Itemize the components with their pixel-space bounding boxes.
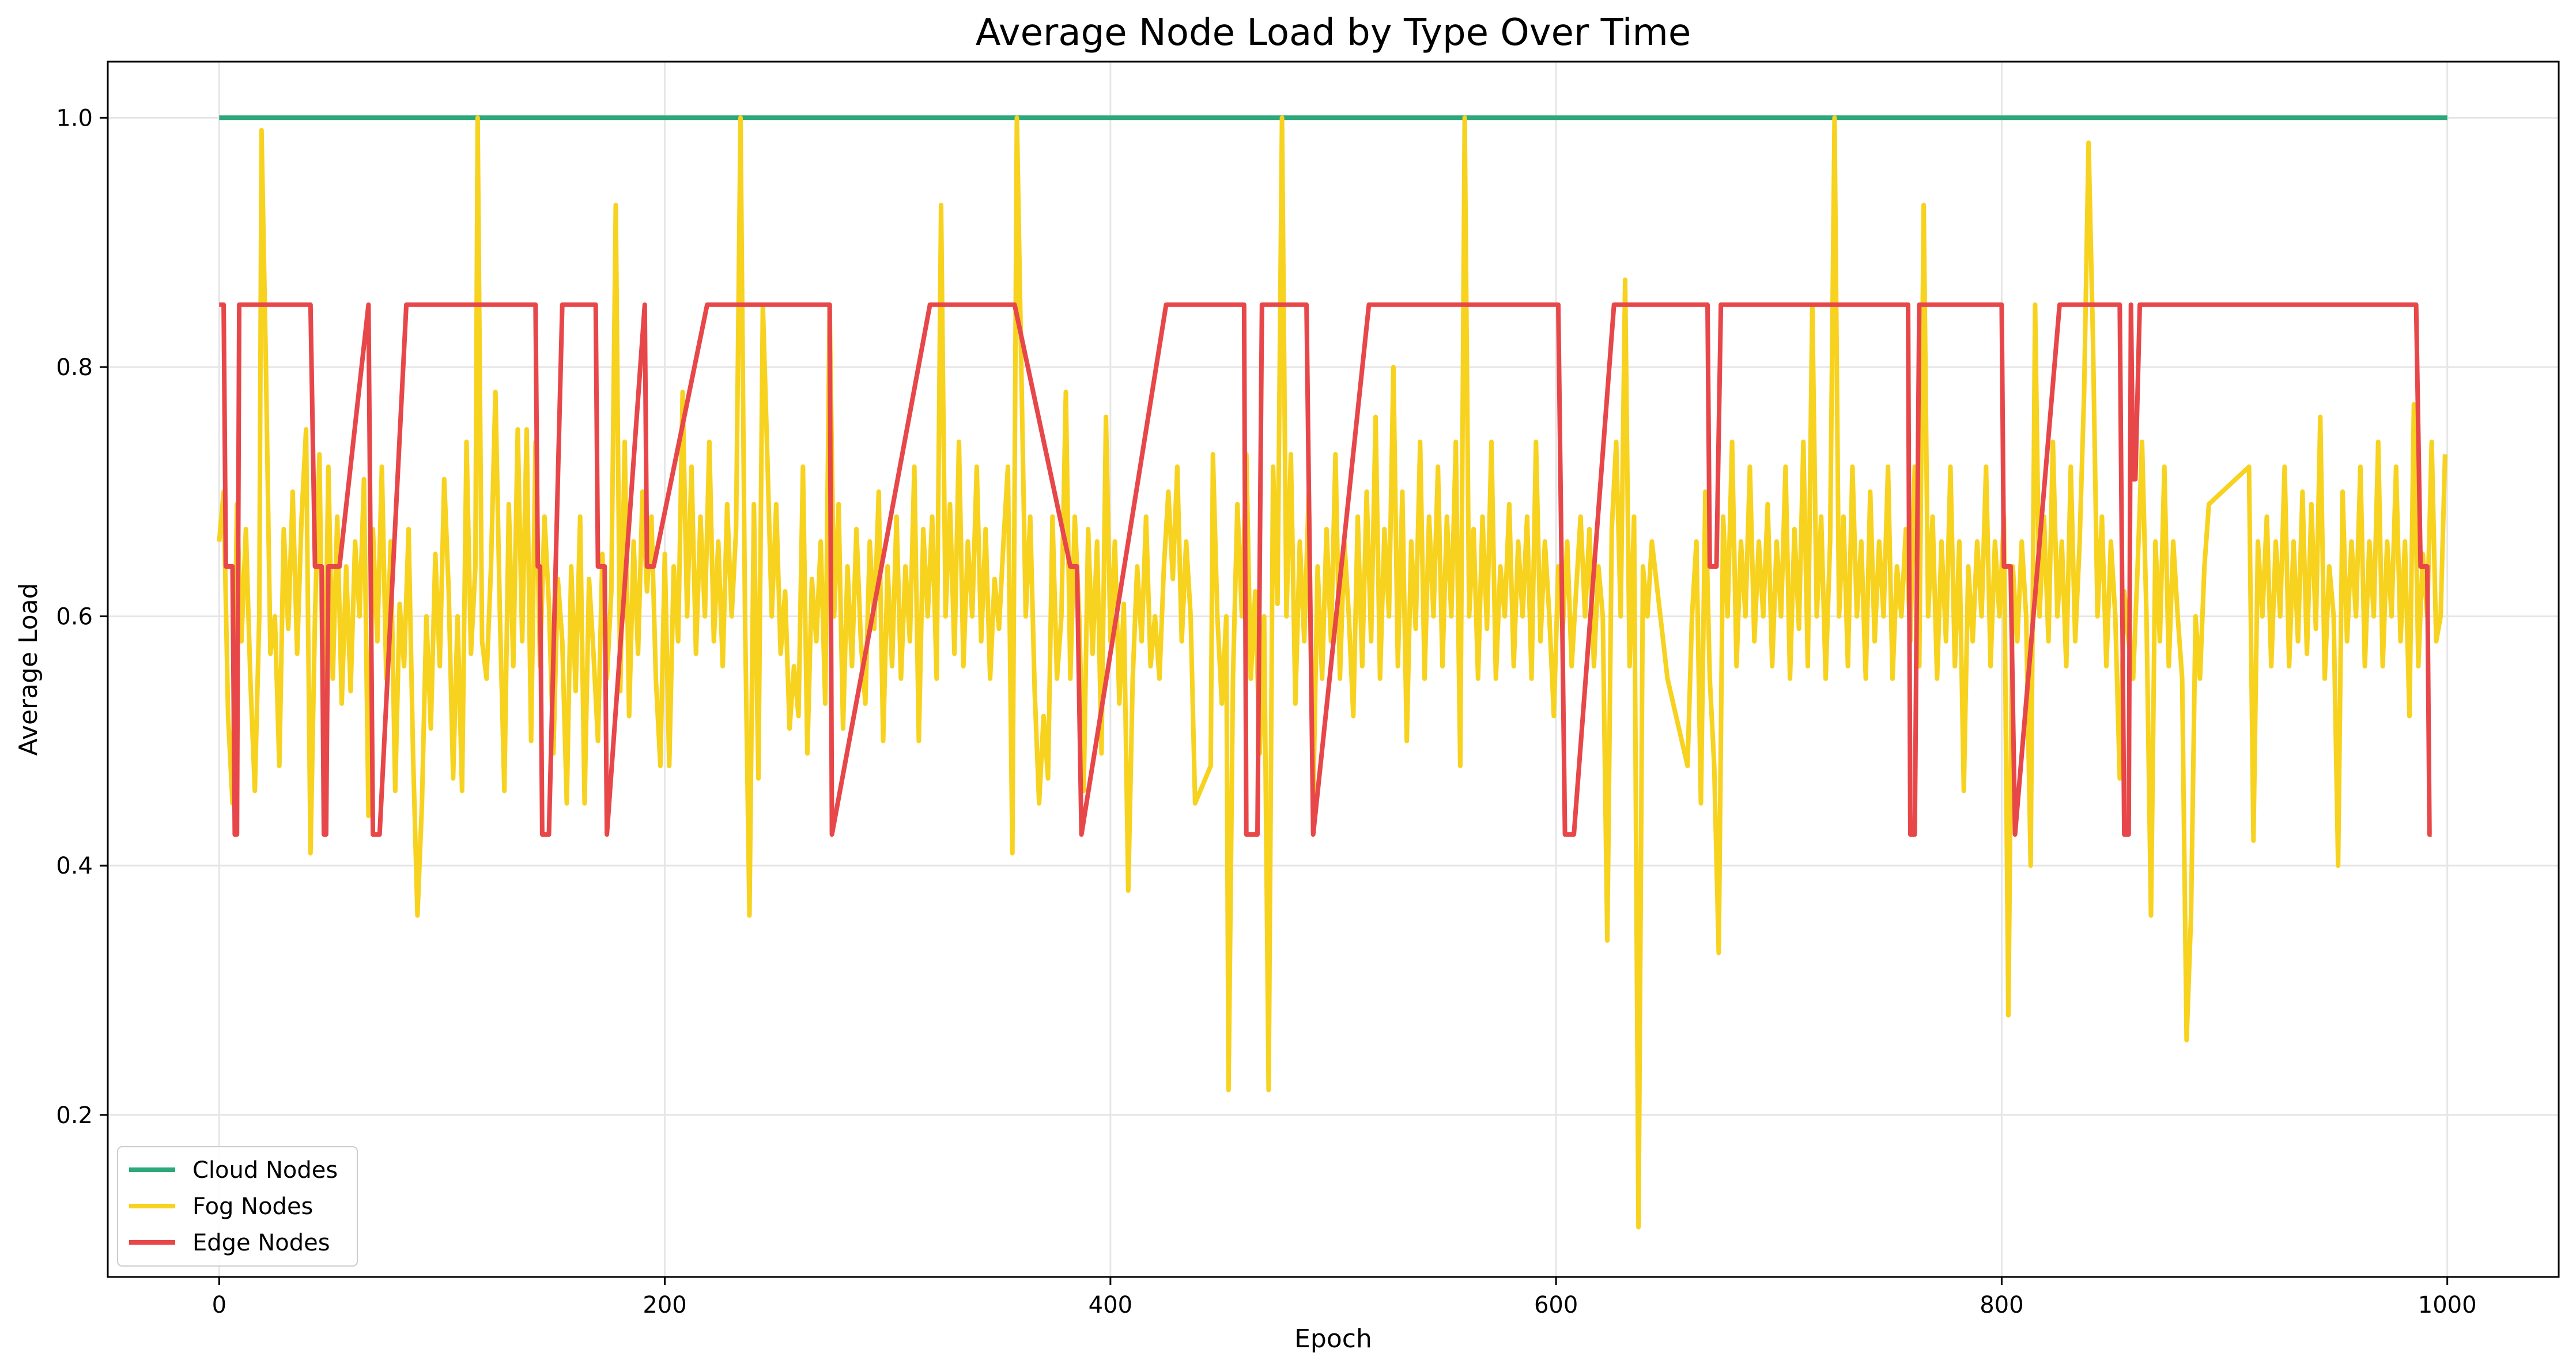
x-axis-label: Epoch (1294, 1324, 1372, 1354)
plot-frame (107, 61, 2560, 1278)
y-tick-label: 1.0 (56, 105, 93, 131)
legend-label: Fog Nodes (192, 1193, 313, 1220)
series-line-fog-nodes (217, 115, 2447, 1230)
x-tick-label: 1000 (2418, 1292, 2477, 1318)
legend-label: Edge Nodes (192, 1230, 330, 1256)
series-lines (217, 115, 2447, 1230)
y-tick-label: 0.4 (56, 853, 93, 879)
x-tick-label: 400 (1089, 1292, 1132, 1318)
x-tick-label: 600 (1534, 1292, 1578, 1318)
x-tick-label: 800 (1980, 1292, 2023, 1318)
y-axis-label: Average Load (14, 583, 43, 755)
y-tick-label: 0.6 (56, 604, 93, 630)
legend-label: Cloud Nodes (192, 1157, 338, 1184)
x-tick-label: 200 (643, 1292, 686, 1318)
x-tick-label: 0 (212, 1292, 226, 1318)
legend: Cloud Nodes Fog Nodes Edge Nodes (117, 1146, 358, 1267)
axis-ticks: 0 200 400 600 800 1000 0.2 0.4 0.6 0.8 1.0 (56, 105, 2476, 1318)
legend-items: Cloud Nodes Fog Nodes Edge Nodes (129, 1157, 338, 1256)
y-tick-label: 0.2 (56, 1102, 93, 1129)
y-tick-label: 0.8 (56, 354, 93, 381)
chart-title: Average Node Load by Type Over Time (976, 12, 1691, 54)
legend-box (117, 1146, 358, 1267)
series-line-edge-nodes (219, 302, 2432, 837)
